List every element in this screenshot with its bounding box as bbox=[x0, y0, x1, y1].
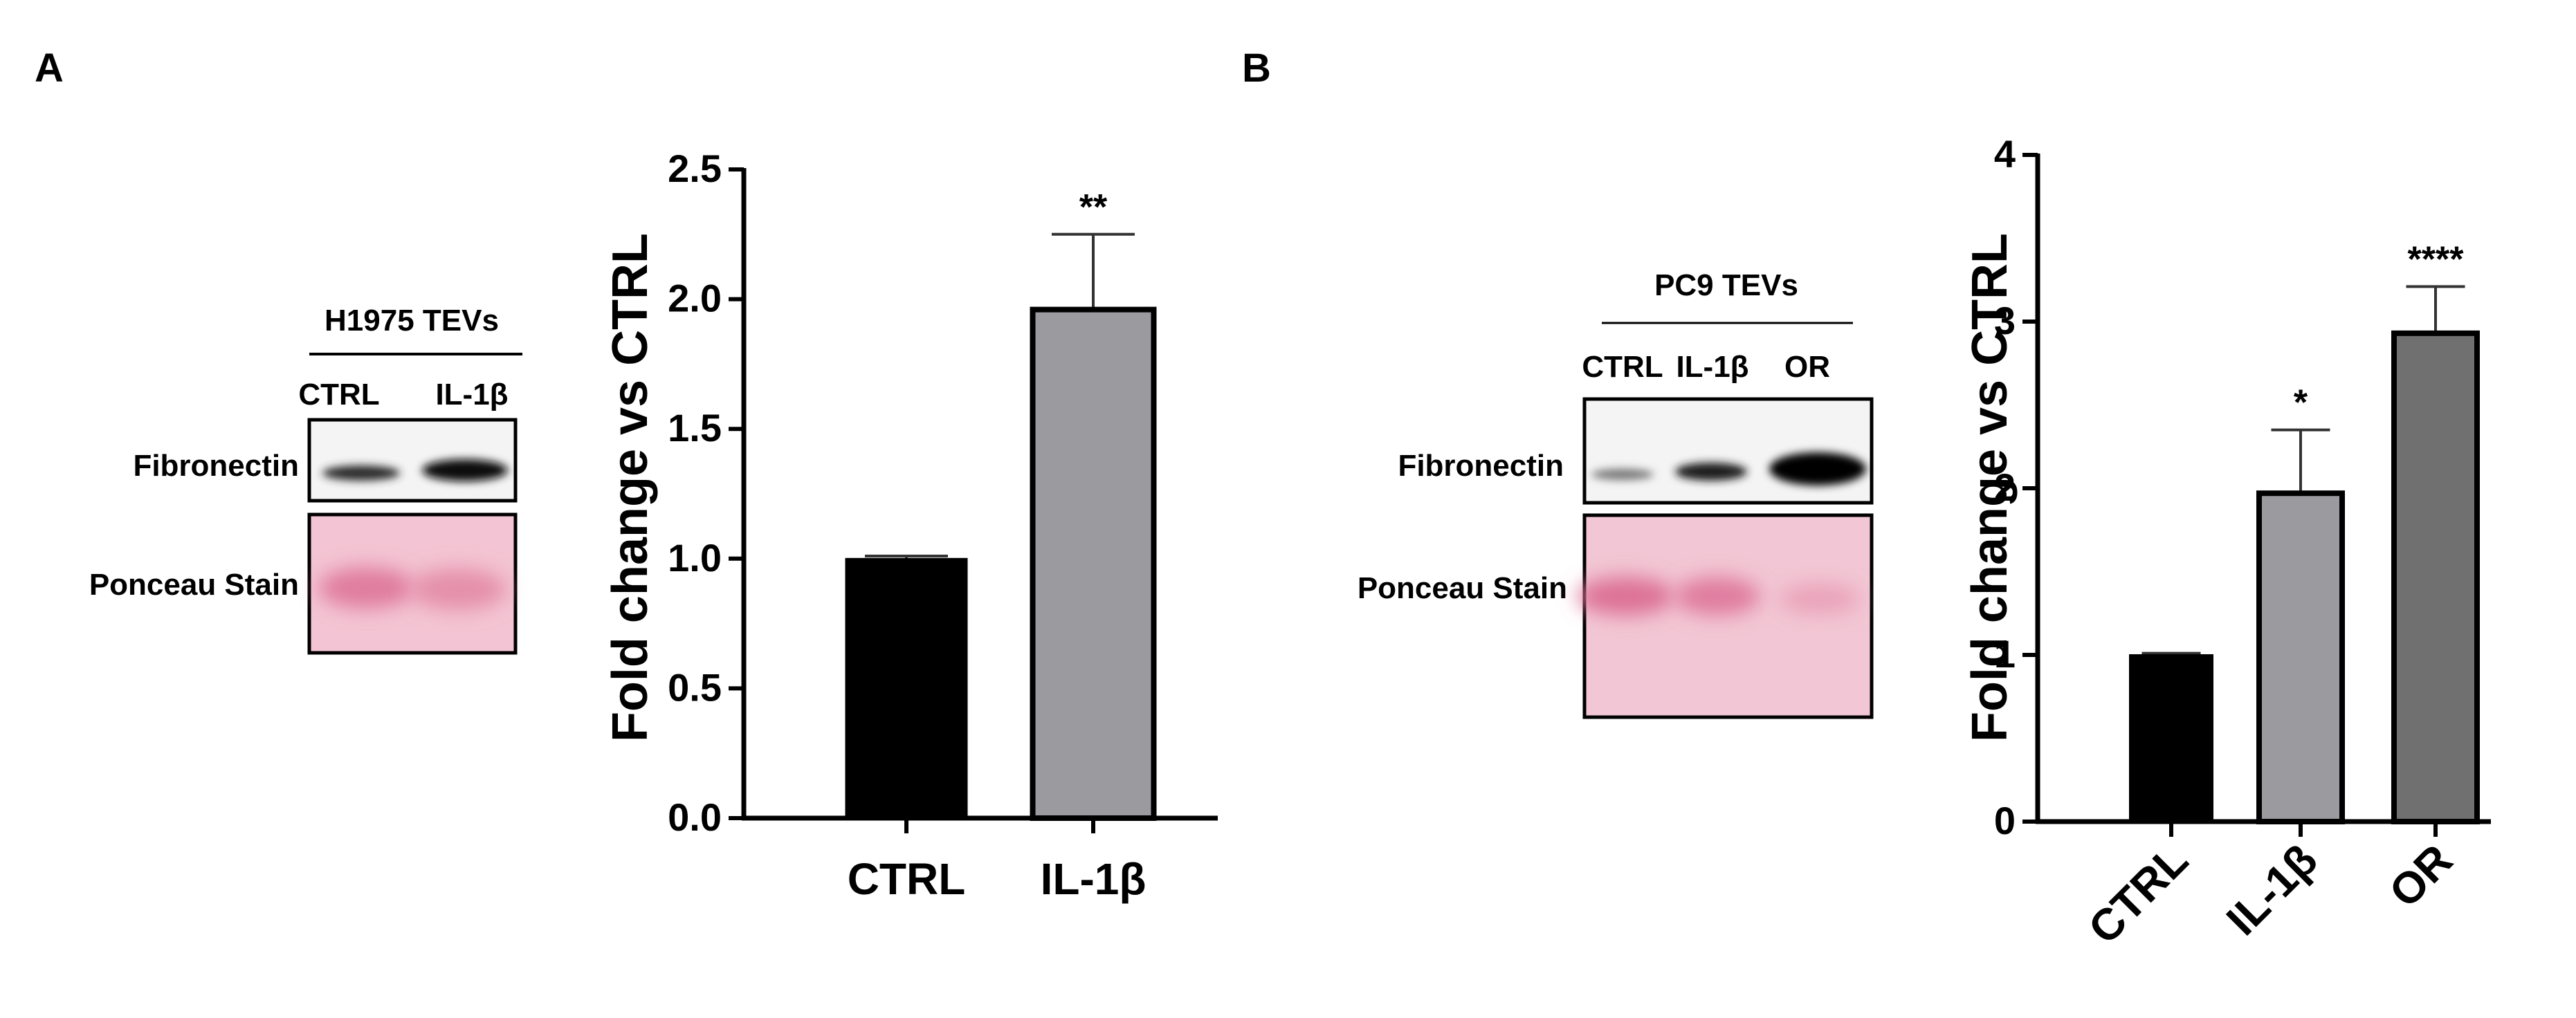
panel-b-letter: B bbox=[1242, 46, 1271, 91]
chart-a: Fold change vs CTRL 0.0 0.5 1.0 1.5 2.0 2.5 CT… bbox=[603, 147, 1218, 904]
chart-b: Fold change vs CTRL 0 1 2 3 4 CTRL IL-1β * OR ***… bbox=[1962, 132, 2491, 954]
chart-a-y-tick-label: 2.5 bbox=[668, 147, 722, 190]
chart-b-category-label: OR bbox=[2379, 835, 2462, 917]
chart-a-bar bbox=[845, 557, 968, 819]
chart-a-y-tick-label: 1.0 bbox=[668, 536, 722, 580]
blot-a-ponceau-image bbox=[307, 512, 518, 655]
chart-b-bar bbox=[2129, 654, 2213, 822]
blot-a-row-label-ponceau: Ponceau Stain bbox=[89, 568, 299, 602]
chart-a-ticklabels: 0.0 0.5 1.0 1.5 2.0 2.5 CTRL IL-1β ** bbox=[668, 147, 1146, 904]
blot-a-row-label-fibronectin: Fibronectin bbox=[133, 449, 299, 483]
chart-b-y-tick-label: 3 bbox=[1994, 299, 2016, 342]
chart-a-bars bbox=[845, 232, 1157, 822]
chart-b-bar bbox=[2391, 330, 2480, 824]
blot-b-ponceau-image bbox=[1578, 513, 1874, 719]
chart-a-significance-label: ** bbox=[1079, 187, 1108, 228]
chart-a-bar bbox=[1030, 306, 1157, 822]
blot-b-lane-label: CTRL bbox=[1582, 350, 1663, 384]
chart-b-y-tick-label: 4 bbox=[1994, 132, 2016, 176]
chart-b-y-tick-label: 0 bbox=[1994, 799, 2016, 842]
blot-b-fibronectin-image bbox=[1582, 397, 1874, 505]
blot-b-header: PC9 TEVs bbox=[1654, 268, 1798, 302]
chart-b-significance-label: **** bbox=[2408, 239, 2465, 279]
blot-a-lane-label: CTRL bbox=[298, 378, 379, 411]
blot-b-row-label-fibronectin: Fibronectin bbox=[1398, 449, 1564, 483]
chart-b-y-axis-title: Fold change vs CTRL bbox=[1962, 233, 2018, 742]
blot-b-row-label-ponceau: Ponceau Stain bbox=[1358, 571, 1567, 605]
blot-a: H1975 TEVs CTRL IL-1β Fibronectin Poncea… bbox=[89, 304, 522, 655]
blot-a-lane-label: IL-1β bbox=[435, 378, 508, 411]
chart-a-y-axis-title: Fold change vs CTRL bbox=[603, 233, 658, 742]
blot-b-lane-label: IL-1β bbox=[1676, 350, 1748, 384]
chart-a-category-label: CTRL bbox=[848, 854, 966, 904]
chart-b-category-label: IL-1β bbox=[2217, 835, 2327, 945]
chart-a-y-tick-label: 1.5 bbox=[668, 406, 722, 450]
blot-a-header: H1975 TEVs bbox=[325, 304, 499, 337]
chart-b-significance-label: * bbox=[2294, 383, 2308, 423]
blot-b: PC9 TEVs CTRL IL-1β OR Fibronectin Ponce… bbox=[1358, 268, 1874, 719]
chart-b-bars bbox=[2129, 285, 2480, 824]
chart-b-category-label: CTRL bbox=[2079, 835, 2198, 954]
blot-b-lane-label: OR bbox=[1784, 350, 1830, 384]
chart-a-category-label: IL-1β bbox=[1041, 854, 1147, 904]
chart-a-y-tick-label: 2.0 bbox=[668, 277, 722, 320]
panel-a-letter: A bbox=[35, 46, 64, 91]
chart-b-y-tick-label: 1 bbox=[1994, 632, 2016, 676]
chart-a-y-tick-label: 0.0 bbox=[668, 795, 722, 839]
chart-b-bar bbox=[2256, 490, 2345, 824]
blot-a-fibronectin-image bbox=[307, 418, 518, 503]
chart-b-y-tick-label: 2 bbox=[1994, 465, 2016, 509]
chart-a-y-tick-label: 0.5 bbox=[668, 665, 722, 709]
